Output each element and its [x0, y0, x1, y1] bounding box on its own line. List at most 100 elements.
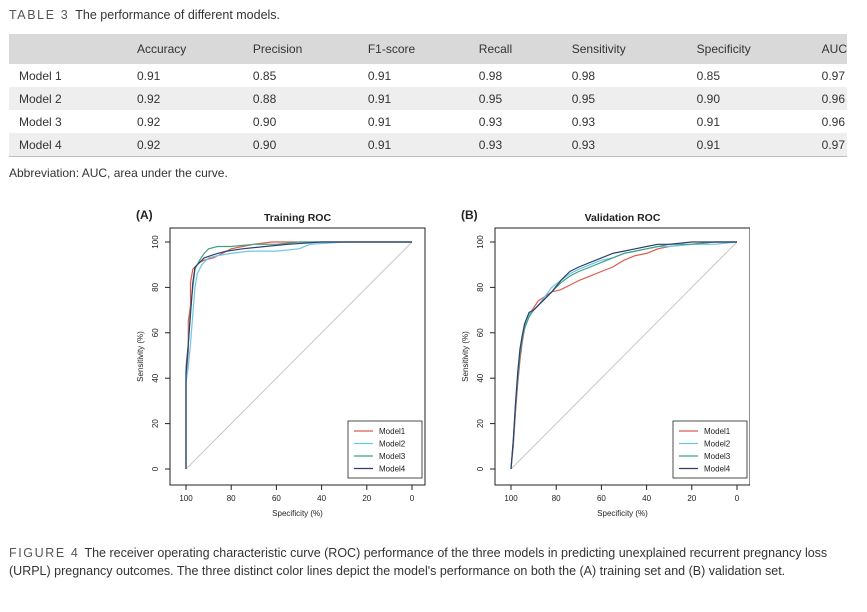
y-tick-label: 60: [476, 328, 485, 337]
legend-label: Model1: [379, 427, 406, 436]
x-tick-label: 0: [410, 494, 415, 503]
reference-diagonal: [185, 241, 413, 470]
roc-chart-training: (A) Training ROC 100 80 60 40 20 0 Specificity (…: [136, 208, 426, 518]
roc-line-model2: [185, 241, 412, 469]
table-cell: 0.93: [571, 133, 697, 157]
legend-label: Model1: [704, 427, 731, 436]
legend-label: Model3: [379, 452, 406, 461]
figure-label: FIGURE 4: [9, 546, 80, 560]
x-tick-label: 20: [362, 494, 371, 503]
table-cell: 0.90: [696, 87, 822, 110]
figure-caption: FIGURE 4 The receiver operating character…: [9, 544, 859, 580]
table-title: TABLE 3 The performance of different mode…: [9, 8, 280, 22]
table-cell: 0.91: [367, 114, 392, 129]
table-cell: 0.92: [136, 114, 161, 129]
chart-title: Validation ROC: [585, 212, 661, 224]
table-caption: The performance of different models.: [75, 8, 281, 22]
panel-label: (B): [461, 208, 478, 222]
table-cell: 0.88: [252, 87, 368, 110]
chart-title: Training ROC: [264, 212, 332, 224]
table-cell: 0.97: [821, 133, 847, 157]
y-tick-label: 100: [476, 235, 485, 249]
performance-table: Accuracy Precision F1-score Recall Sensi…: [9, 34, 847, 157]
table-row: Model 1 0.91 0.85 0.91 0.98 0.98 0.85 0.…: [9, 64, 847, 87]
y-tick-label: 40: [151, 373, 160, 382]
x-tick-label: 20: [687, 494, 696, 503]
x-tick-label: 100: [179, 494, 193, 503]
table-header-cell: Sensitivity: [571, 34, 697, 64]
table-header-cell: Accuracy: [136, 34, 253, 64]
table-header-row: Accuracy Precision F1-score Recall Sensi…: [9, 34, 847, 64]
y-tick-label: 80: [151, 282, 160, 291]
table-cell: 0.95: [571, 87, 697, 110]
table-cell: 0.96: [821, 87, 847, 110]
table-header-cell: AUC: [821, 34, 847, 64]
table-row: Model 3 0.92 0.90 0.91 0.93 0.93 0.91 0.…: [9, 110, 847, 133]
table-cell: 0.91: [367, 68, 392, 83]
table-cell: 0.85: [252, 68, 277, 83]
y-tick-label: 100: [151, 235, 160, 249]
table-cell: 0.95: [478, 87, 572, 110]
y-tick-label: 20: [476, 419, 485, 428]
table-cell: 0.93: [571, 114, 596, 129]
table-row: Model 4 0.92 0.90 0.91 0.93 0.93 0.91 0.…: [9, 133, 847, 157]
table-cell: 0.91: [696, 114, 721, 129]
panel-label: (A): [136, 208, 153, 222]
table-cell: 0.92: [136, 87, 253, 110]
table-cell: 0.97: [821, 68, 846, 83]
table-cell: Model 4: [9, 133, 137, 157]
roc-chart-validation: (B) Validation ROC 100 80 60 40 20 0 Specificity…: [461, 208, 751, 518]
table-cell: 0.91: [696, 133, 822, 157]
roc-line-model4: [510, 241, 737, 470]
table-header-cell: Specificity: [696, 34, 822, 64]
table-cell: 0.92: [136, 133, 253, 157]
table-header-cell: [9, 34, 137, 64]
table-cell: 0.91: [367, 87, 479, 110]
table-cell: 0.90: [252, 133, 368, 157]
table-cell: 0.98: [478, 68, 503, 83]
figure-caption-text: The receiver operating characteristic cu…: [9, 546, 828, 578]
y-tick-label: 0: [476, 466, 485, 471]
roc-figure: (A) Training ROC 100 80 60 40 20 0 Specificity (…: [130, 203, 751, 528]
x-axis-label: Specificity (%): [272, 509, 323, 518]
x-tick-label: 80: [552, 494, 561, 503]
plot-frame: [169, 227, 426, 486]
roc-line-model3: [510, 241, 737, 470]
reference-diagonal: [510, 241, 738, 470]
legend-label: Model2: [704, 440, 731, 449]
table-cell: Model 3: [19, 114, 62, 129]
table-cell: 0.91: [367, 133, 479, 157]
y-tick-label: 40: [476, 373, 485, 382]
table-header-cell: F1-score: [367, 34, 479, 64]
table-row: Model 2 0.92 0.88 0.91 0.95 0.95 0.90 0.…: [9, 87, 847, 110]
table-footnote: Abbreviation: AUC, area under the curve.: [9, 166, 228, 180]
x-tick-label: 100: [504, 494, 518, 503]
legend-label: Model4: [379, 465, 406, 474]
legend-label: Model4: [704, 465, 731, 474]
y-tick-label: 80: [476, 282, 485, 291]
x-tick-label: 80: [227, 494, 236, 503]
y-tick-label: 0: [151, 466, 160, 471]
x-tick-label: 0: [735, 494, 740, 503]
table-label: TABLE 3: [9, 8, 70, 22]
table-cell: Model 2: [9, 87, 137, 110]
y-tick-label: 20: [151, 419, 160, 428]
y-axis-label: Sensitivity (%): [136, 331, 145, 382]
table-cell: 0.85: [696, 68, 721, 83]
legend-label: Model3: [704, 452, 731, 461]
x-tick-label: 60: [597, 494, 606, 503]
table-cell: 0.93: [478, 133, 572, 157]
x-tick-label: 40: [317, 494, 326, 503]
y-tick-label: 60: [151, 328, 160, 337]
table-header-cell: Recall: [478, 34, 572, 64]
table-cell: 0.98: [571, 68, 596, 83]
table-cell: 0.91: [136, 68, 161, 83]
x-tick-label: 40: [642, 494, 651, 503]
legend-label: Model2: [379, 440, 406, 449]
table-cell: 0.90: [252, 114, 277, 129]
table-cell: Model 1: [19, 68, 62, 83]
y-axis-label: Sensitivity (%): [461, 331, 470, 382]
roc-line-model4: [185, 241, 412, 469]
table-cell: 0.93: [478, 114, 503, 129]
x-axis-label: Specificity (%): [597, 509, 648, 518]
